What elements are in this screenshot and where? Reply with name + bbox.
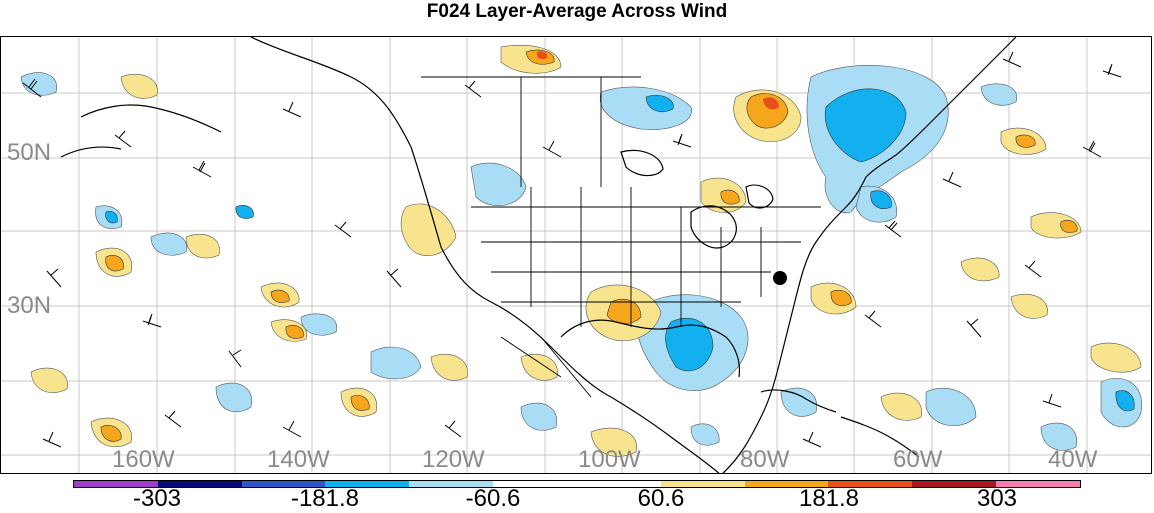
colorbar-swatch — [996, 481, 1080, 487]
colorbar-swatch — [493, 481, 577, 487]
coastlines — [60, 37, 1017, 473]
colorbar-swatch — [660, 481, 745, 487]
lon-label-40w: 40W — [1048, 446, 1098, 473]
colorbar — [73, 480, 1081, 488]
lat-label-50n: 50N — [7, 139, 52, 166]
lon-label-60w: 60W — [893, 446, 943, 473]
colorbar-swatch — [576, 481, 661, 487]
colorbar-swatch — [912, 481, 997, 487]
colorbar-label-pos60: 60.6 — [637, 485, 685, 512]
map-canvas — [1, 37, 1151, 473]
colorbar-label-neg181: -181.8 — [290, 485, 360, 512]
colorbar-swatch — [74, 481, 158, 487]
lon-label-80w: 80W — [740, 446, 790, 473]
colorbar-swatch — [241, 481, 326, 487]
positive-anomaly-peak — [536, 51, 779, 110]
lat-label-30n: 30N — [7, 292, 52, 319]
colorbar-swatch — [744, 481, 829, 487]
colorbar-label-neg60: -60.6 — [465, 485, 521, 512]
colorbar-swatch — [828, 481, 913, 487]
colorbar-label-pos181: 181.8 — [798, 485, 860, 512]
negative-anomaly-strong — [105, 88, 1135, 412]
lon-label-100w: 100W — [578, 446, 641, 473]
chart-title: F024 Layer-Average Across Wind — [426, 1, 728, 22]
colorbar-label-neg303: -303 — [132, 485, 182, 512]
map-frame: 50N 30N — [0, 36, 1152, 474]
colorbar-swatch — [325, 481, 410, 487]
lon-label-160w: 160W — [112, 446, 175, 473]
positive-anomaly-strong — [100, 49, 1078, 442]
lon-label-120w: 120W — [422, 446, 485, 473]
colorbar-swatch — [409, 481, 494, 487]
lon-label-140w: 140W — [267, 446, 330, 473]
state-borders — [421, 76, 821, 398]
wind-barbs — [22, 51, 1122, 448]
colorbar-swatch — [157, 481, 242, 487]
station-dot — [773, 271, 787, 285]
colorbar-label-pos303: 303 — [976, 485, 1018, 512]
positive-anomaly-light — [30, 44, 1142, 457]
